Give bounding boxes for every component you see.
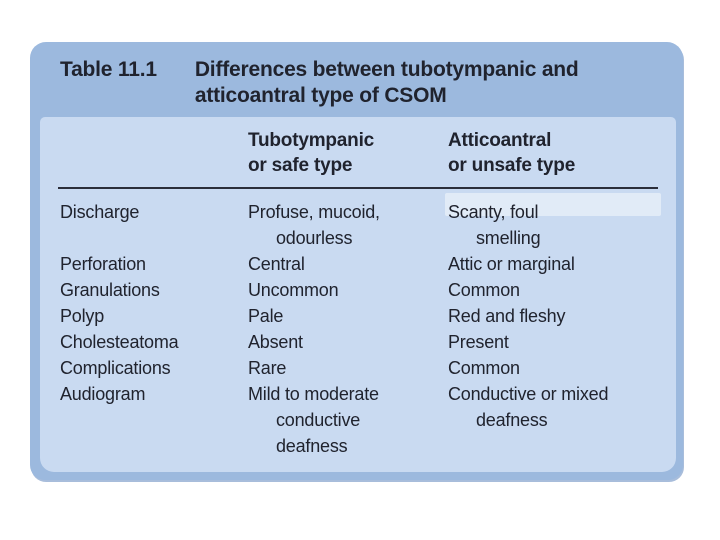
cell-line: Granulations — [60, 280, 160, 300]
cell-line: Pale — [248, 306, 284, 326]
column-header-unsafe-line1: Atticoantral — [448, 130, 552, 151]
cell-safe-type: Absent — [248, 329, 448, 355]
cell-line: Discharge — [60, 202, 140, 222]
cell-safe-type: Central — [248, 251, 448, 277]
cell-unsafe-type: Common — [448, 277, 676, 303]
cell-line: odourless — [276, 228, 353, 248]
cell-line: Uncommon — [248, 280, 339, 300]
cell-unsafe-type: Red and fleshy — [448, 303, 676, 329]
column-header-unsafe-line2: or unsafe type — [448, 155, 576, 176]
cell-line: Central — [248, 254, 305, 274]
column-header-unsafe: Atticoantral or unsafe type — [448, 128, 676, 178]
cell-line: Rare — [248, 358, 287, 378]
row-feature-label: Audiogram — [60, 381, 248, 459]
cell-safe-type: Rare — [248, 355, 448, 381]
row-feature-label: Perforation — [60, 251, 248, 277]
cell-line: deafness — [276, 436, 348, 456]
cell-line: Mild to moderate — [248, 384, 379, 404]
cell-line: Polyp — [60, 306, 105, 326]
table-number: Table 11.1 — [60, 58, 157, 81]
column-header-safe-line1: Tubotympanic — [248, 130, 375, 151]
table-rows: Discharge Profuse, mucoid, odourless Scanty… — [40, 189, 676, 459]
table-title: Differences between tubotympanic and att… — [194, 58, 579, 107]
table-row: Complications Rare Common — [60, 355, 676, 381]
row-feature-label: Granulations — [60, 277, 248, 303]
cell-line: Scanty, foul — [448, 202, 539, 222]
cell-line: Attic or marginal — [448, 254, 575, 274]
cell-line: Audiogram — [60, 384, 146, 404]
table-row: Audiogram Mild to moderate conductive deafn… — [60, 381, 676, 459]
table-caption: Table 11.1 Differences between tubotympa… — [30, 42, 683, 109]
column-header-safe-line2: or safe type — [248, 155, 353, 176]
cell-safe-type: Uncommon — [248, 277, 448, 303]
cell-unsafe-type: Common — [448, 355, 676, 381]
cell-line: conductive — [276, 410, 361, 430]
table-card: Table 11.1 Differences between tubotympa… — [30, 42, 683, 480]
row-feature-label: Discharge — [60, 199, 248, 251]
row-feature-label: Complications — [60, 355, 248, 381]
cell-unsafe-type: Conductive or mixed deafness — [448, 381, 676, 459]
header-divider — [58, 187, 658, 189]
table-row: Perforation Central Attic or marginal — [60, 251, 676, 277]
column-header-row: Tubotympanic or safe type Atticoantral o… — [40, 117, 676, 178]
highlight-artifact — [445, 193, 661, 216]
cell-safe-type: Profuse, mucoid, odourless — [248, 199, 448, 251]
row-feature-label: Polyp — [60, 303, 248, 329]
row-feature-label: Cholesteatoma — [60, 329, 248, 355]
column-header-feature — [60, 128, 248, 178]
cell-line: Conductive or mixed — [448, 384, 609, 404]
table-row: Polyp Pale Red and fleshy — [60, 303, 676, 329]
cell-line: Common — [448, 280, 520, 300]
cell-line: deafness — [476, 410, 548, 430]
cell-unsafe-type: Attic or marginal — [448, 251, 676, 277]
cell-line: Absent — [248, 332, 303, 352]
cell-unsafe-type: Present — [448, 329, 676, 355]
cell-unsafe-type: Scanty, foul smelling — [448, 199, 676, 251]
cell-line: Profuse, mucoid, — [248, 202, 380, 222]
cell-line: Present — [448, 332, 509, 352]
cell-line: Red and fleshy — [448, 306, 566, 326]
cell-line: smelling — [476, 228, 541, 248]
cell-safe-type: Pale — [248, 303, 448, 329]
cell-line: Cholesteatoma — [60, 332, 179, 352]
table-row: Discharge Profuse, mucoid, odourless Scanty… — [60, 199, 676, 251]
table-row: Granulations Uncommon Common — [60, 277, 676, 303]
cell-line: Common — [448, 358, 520, 378]
cell-line: Complications — [60, 358, 171, 378]
cell-line: Perforation — [60, 254, 146, 274]
column-header-safe: Tubotympanic or safe type — [248, 128, 448, 178]
table-row: Cholesteatoma Absent Present — [60, 329, 676, 355]
table-body-panel: Tubotympanic or safe type Atticoantral o… — [40, 117, 676, 472]
cell-safe-type: Mild to moderate conductive deafness — [248, 381, 448, 459]
